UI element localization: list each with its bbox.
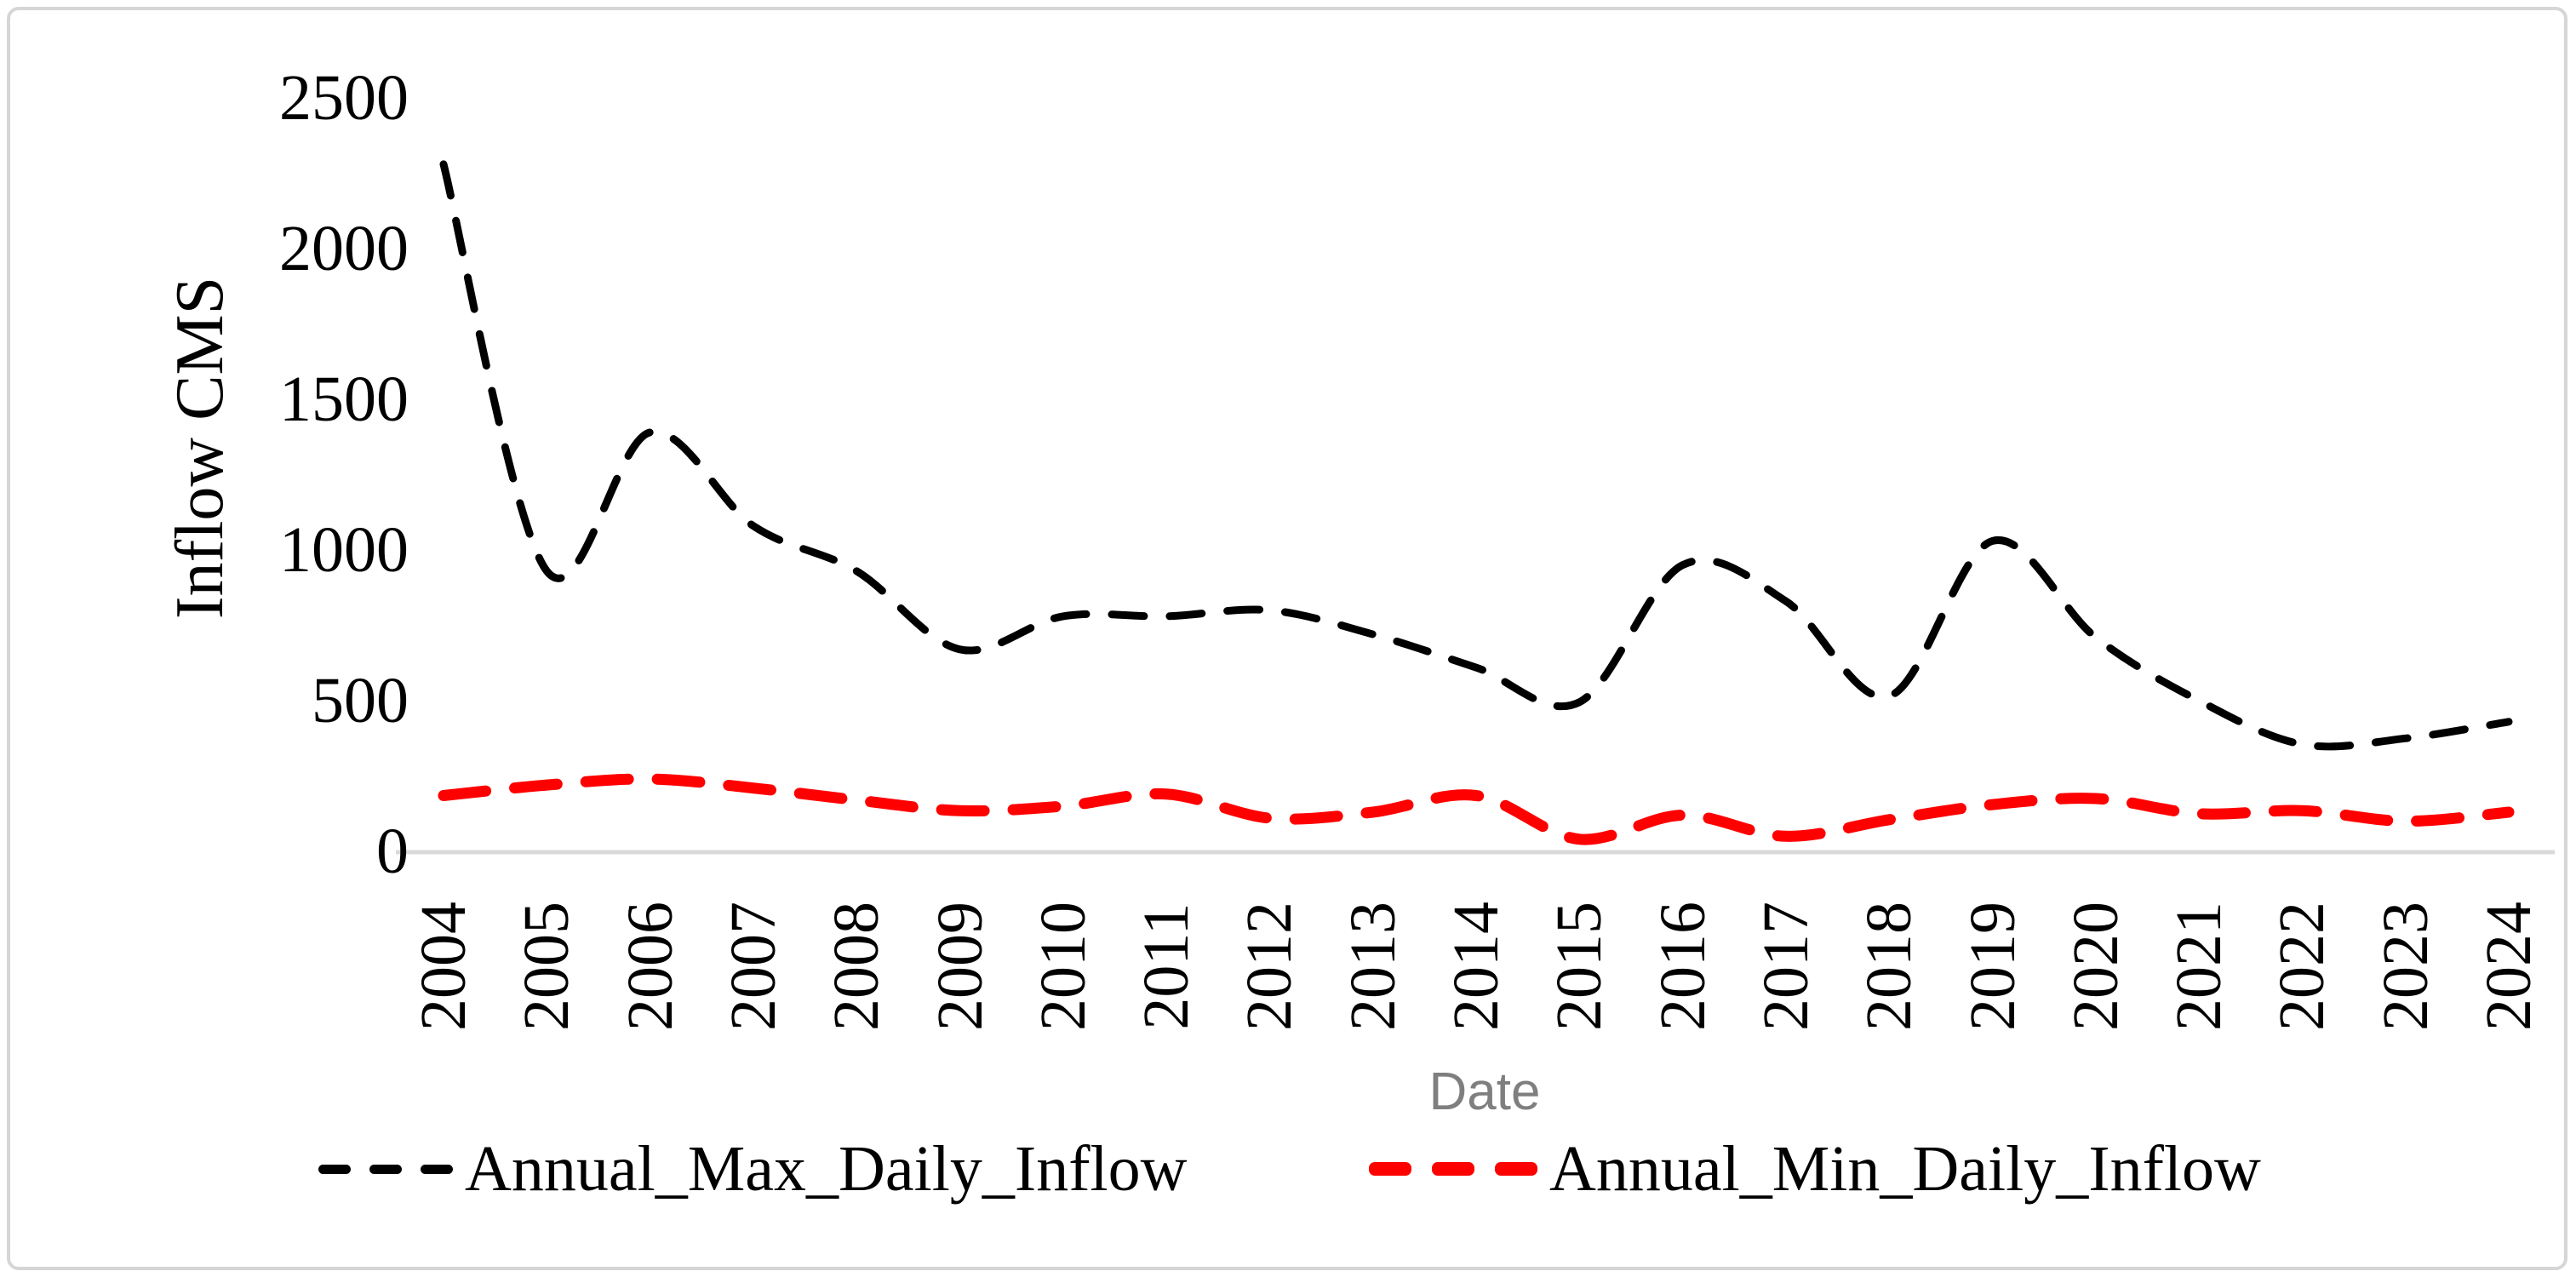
x-tick-label: 2023 [2369, 902, 2441, 1031]
x-tick-label: 2020 [2059, 902, 2132, 1031]
y-tick-label: 1500 [279, 364, 409, 435]
x-tick-label: 2008 [821, 902, 893, 1031]
x-tick-label: 2022 [2266, 902, 2338, 1031]
y-tick-label: 2000 [279, 213, 409, 284]
x-tick-label: 2024 [2473, 902, 2545, 1031]
legend-item-min: Annual_Min_Daily_Inflow [1369, 1122, 2261, 1216]
legend-min-label: Annual_Min_Daily_Inflow [1549, 1132, 2261, 1205]
x-tick-label: 2012 [1234, 902, 1306, 1031]
legend-min-dash-icon [1369, 1162, 1537, 1176]
x-tick-label: 2006 [614, 902, 686, 1031]
x-tick-label: 2017 [1749, 902, 1822, 1031]
y-tick-label: 500 [312, 665, 409, 736]
x-tick-label: 2005 [511, 902, 583, 1031]
legend-max-label: Annual_Max_Daily_Inflow [465, 1132, 1188, 1205]
y-tick-label: 2500 [279, 62, 409, 134]
x-tick-label: 2009 [924, 902, 996, 1031]
legend-max-dash-icon [318, 1164, 453, 1174]
legend-item-max: Annual_Max_Daily_Inflow [318, 1122, 1188, 1216]
x-axis-title: Date [1428, 1062, 1541, 1121]
x-tick-label: 2018 [1853, 902, 1926, 1031]
y-axis-title: Inflow CMS [163, 276, 238, 620]
x-tick-label: 2019 [1956, 902, 2029, 1031]
y-tick-label: 0 [376, 816, 409, 887]
x-tick-label: 2007 [717, 902, 789, 1031]
x-tick-label: 2016 [1646, 902, 1719, 1031]
chart-border [7, 7, 2567, 1270]
x-tick-label: 2021 [2163, 902, 2235, 1031]
x-tick-label: 2011 [1131, 902, 1203, 1030]
x-tick-label: 2004 [408, 902, 479, 1031]
y-tick-label: 1000 [279, 514, 409, 586]
annual-max-line [439, 160, 2513, 751]
annual-min-line [438, 773, 2515, 845]
x-tick-label: 2015 [1543, 902, 1616, 1031]
x-tick-label: 2010 [1027, 902, 1099, 1031]
x-tick-label: 2013 [1337, 902, 1409, 1031]
x-tick-label: 2014 [1440, 902, 1512, 1031]
